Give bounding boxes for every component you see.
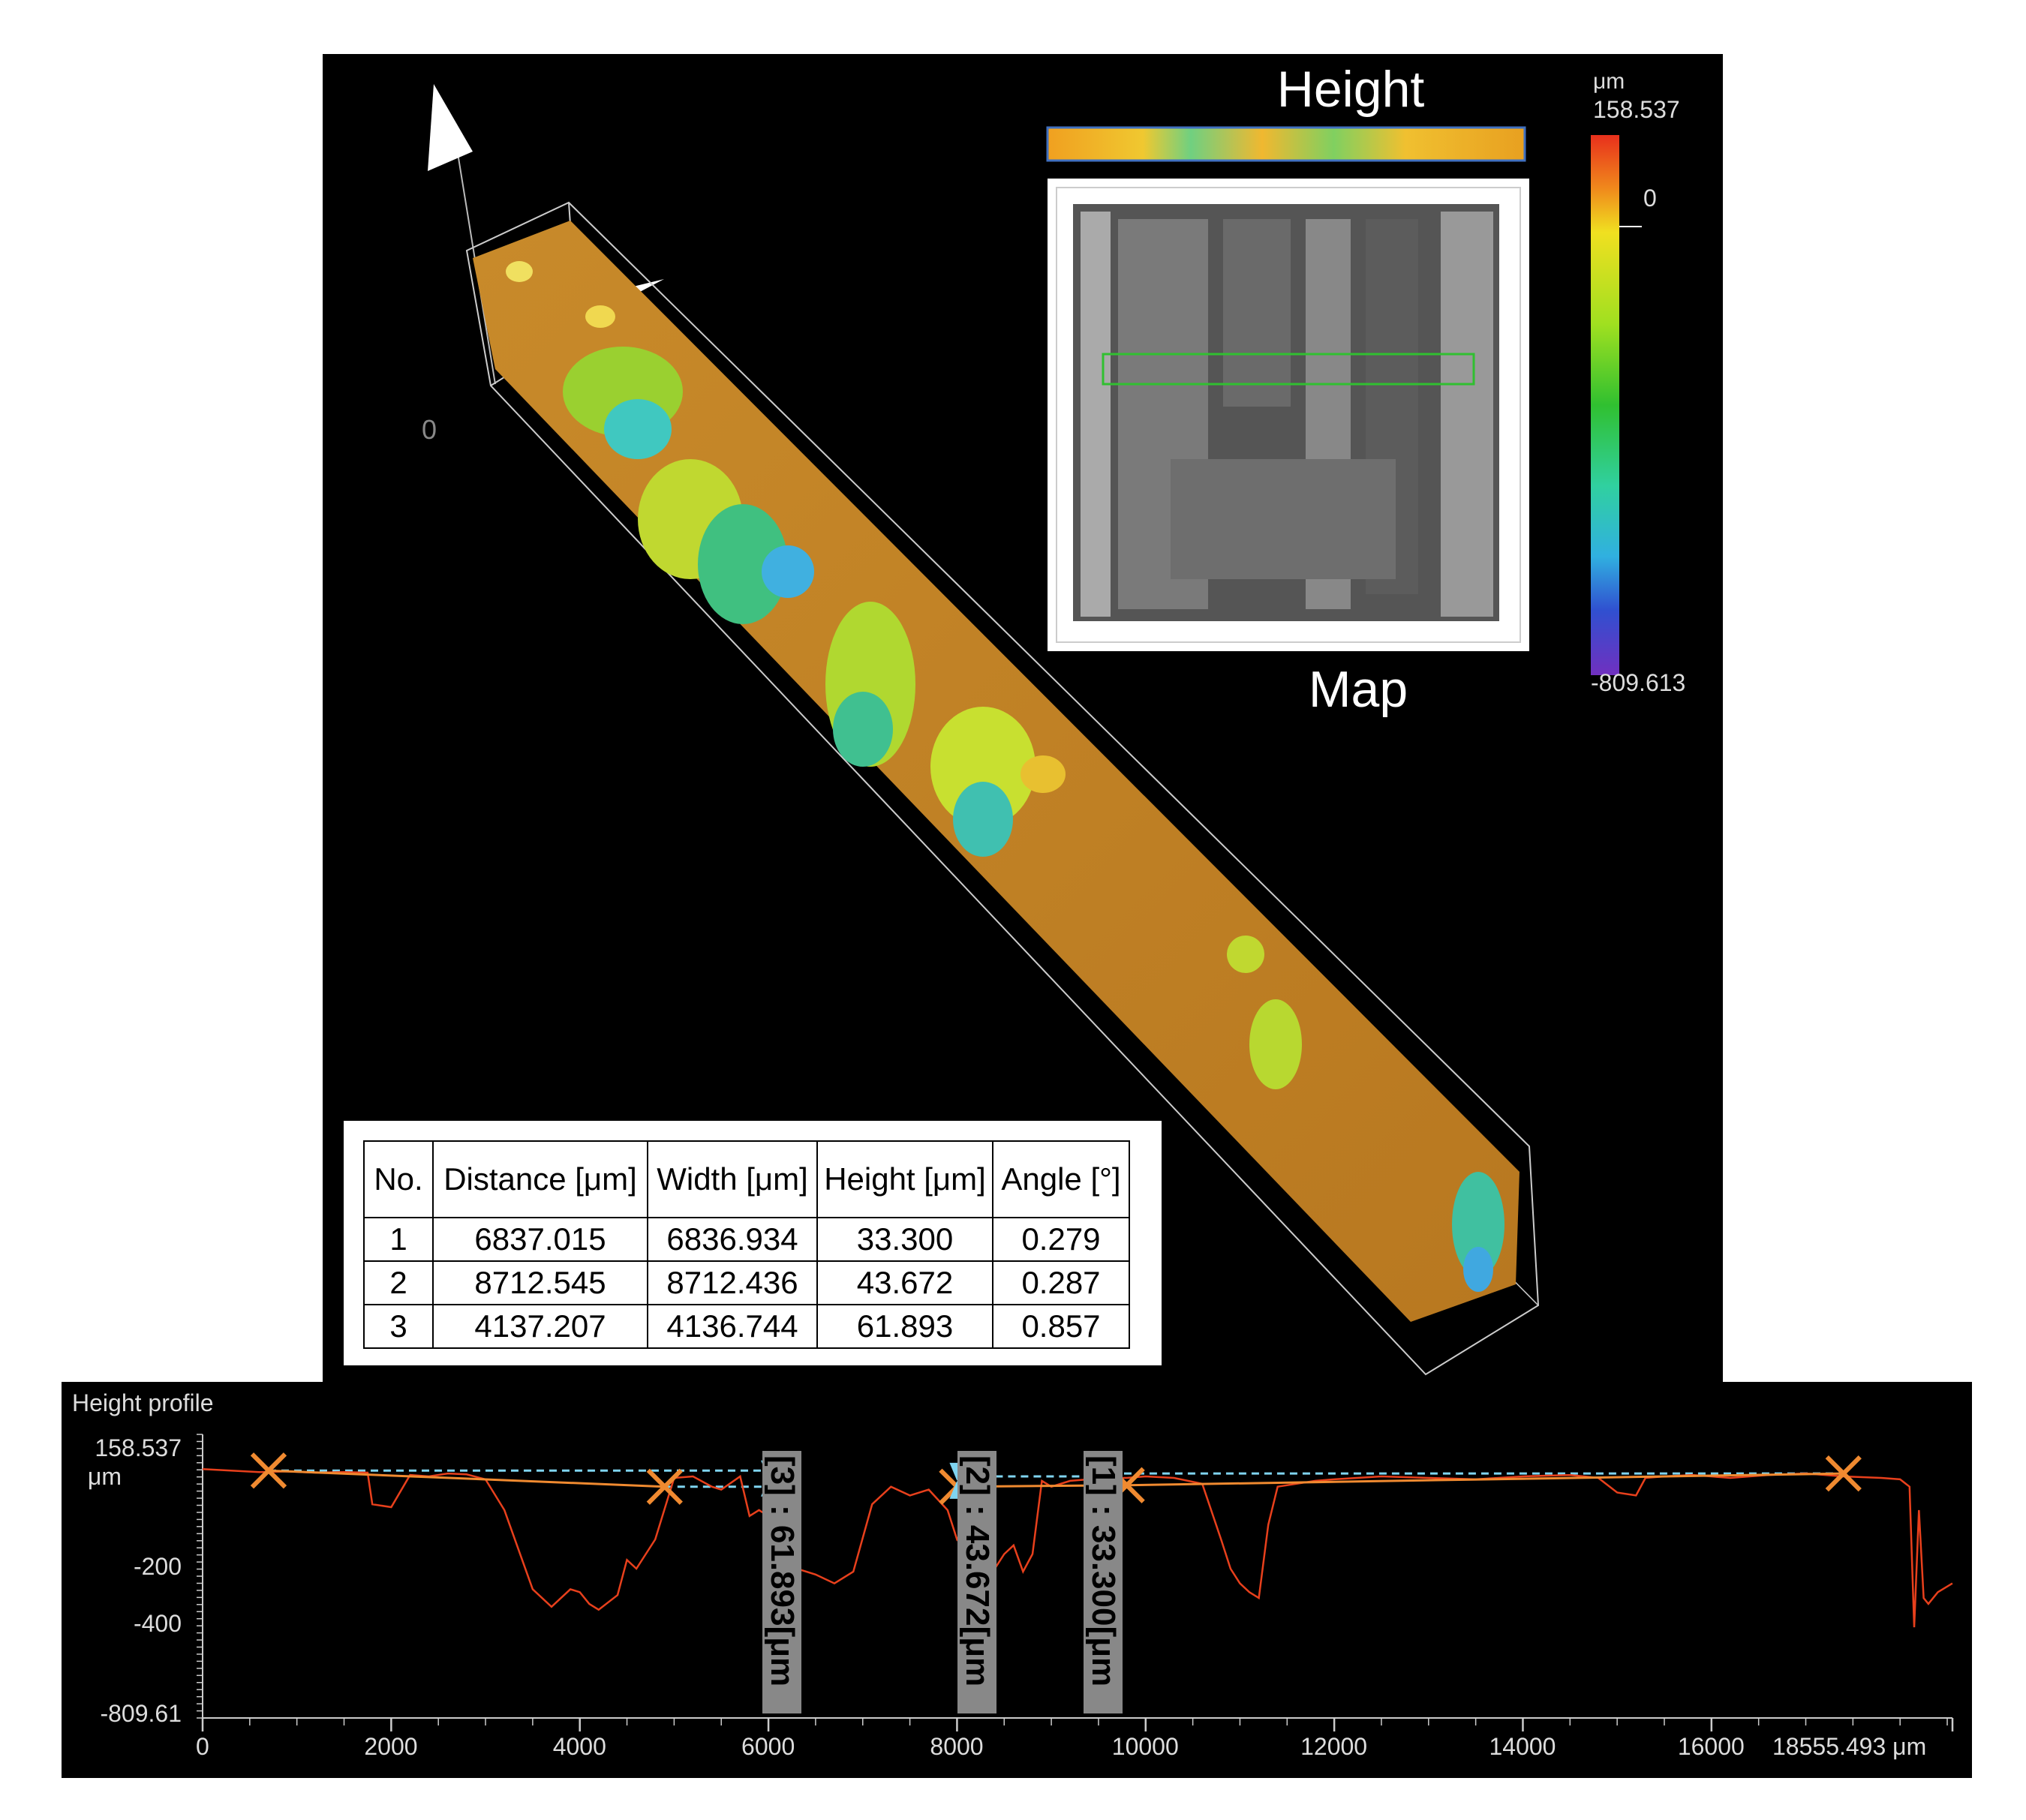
- x-tick-label: 16000: [1677, 1733, 1745, 1760]
- cell-no: 2: [363, 1260, 434, 1305]
- x-tick-label: 2000: [364, 1733, 418, 1760]
- surface-pits: [506, 261, 1504, 1292]
- colorbar-zero: 0: [1643, 185, 1657, 212]
- table-header-row: No. Distance [μm] Width [μm] Height [μm]…: [363, 1140, 1130, 1218]
- x-tick-label: 10000: [1111, 1733, 1179, 1760]
- measure-label-2[interactable]: [2] : 43.672[μm: [957, 1451, 996, 1713]
- profile-line: [202, 1468, 1953, 1628]
- profile-title: Height profile: [72, 1389, 214, 1416]
- cell-width: 6836.934: [647, 1217, 818, 1262]
- y-unit: μm: [87, 1463, 122, 1490]
- column-header-width: Width [μm]: [647, 1140, 818, 1218]
- x-tick-label: 18555.493 μm: [1772, 1733, 1927, 1760]
- table-row[interactable]: 3 4137.207 4136.744 61.893 0.857: [363, 1304, 1130, 1349]
- cell-angle: 0.857: [992, 1304, 1130, 1349]
- measurement-results-panel: No. Distance [μm] Width [μm] Height [μm]…: [344, 1121, 1162, 1365]
- height-panel-title: Height: [1276, 61, 1425, 118]
- x-tick-label: 0: [196, 1733, 209, 1760]
- cell-no: 1: [363, 1217, 434, 1262]
- x-tick-label: 14000: [1489, 1733, 1556, 1760]
- cell-no: 3: [363, 1304, 434, 1349]
- measure-overlay[interactable]: [268, 1469, 1844, 1488]
- x-tick-label: 6000: [741, 1733, 795, 1760]
- colorbar-min: -809.613: [1591, 669, 1686, 696]
- column-header-angle: Angle [°]: [992, 1140, 1130, 1218]
- column-header-no: No.: [363, 1140, 434, 1218]
- cross-marker-icon[interactable]: [1825, 1455, 1862, 1492]
- cell-angle: 0.287: [992, 1260, 1130, 1305]
- y-tick-top: 158.537: [95, 1434, 182, 1461]
- measure-markers[interactable]: [250, 1452, 1862, 1505]
- cell-angle: 0.279: [992, 1217, 1130, 1262]
- measure-label-3[interactable]: [3] : 61.893[μm: [762, 1451, 801, 1713]
- colorbar: [1591, 135, 1619, 675]
- measure-label-1[interactable]: [1] : 33.300[μm: [1084, 1451, 1123, 1713]
- colorbar-max: 158.537: [1593, 96, 1680, 123]
- x-tick-label: 12000: [1300, 1733, 1368, 1760]
- cell-distance: 6837.015: [432, 1217, 648, 1262]
- height-profile-panel[interactable]: Height profile 158.537 μm -200 -400 -809…: [62, 1382, 1972, 1778]
- table-row[interactable]: 2 8712.545 8712.436 43.672 0.287: [363, 1260, 1130, 1305]
- y-tick-m200: -200: [133, 1553, 182, 1580]
- height-strip: [1046, 126, 1526, 162]
- y-tick-bottom: -809.61: [100, 1700, 182, 1727]
- profile-axes: [197, 1434, 1954, 1731]
- table-row[interactable]: 1 6837.015 6836.934 33.300 0.279: [363, 1217, 1130, 1262]
- cell-width: 8712.436: [647, 1260, 818, 1305]
- map-panel-title: Map: [1308, 661, 1408, 718]
- cross-marker-icon[interactable]: [646, 1468, 683, 1505]
- column-header-distance: Distance [μm]: [432, 1140, 648, 1218]
- measure-segment[interactable]: [1126, 1472, 1844, 1487]
- 3d-surface-render[interactable]: [323, 54, 1723, 1382]
- cell-width: 4136.744: [647, 1304, 818, 1349]
- measurement-table: No. Distance [μm] Width [μm] Height [μm]…: [363, 1140, 1130, 1349]
- column-header-height: Height [μm]: [816, 1140, 993, 1218]
- x-tick-label: 4000: [552, 1733, 606, 1760]
- z-axis-arrow-icon: [428, 84, 473, 171]
- colorbar-unit: μm: [1593, 69, 1625, 94]
- y-tick-m400: -400: [133, 1610, 182, 1637]
- cell-height: 61.893: [816, 1304, 993, 1349]
- x-tick-label: 8000: [930, 1733, 984, 1760]
- cell-distance: 4137.207: [432, 1304, 648, 1349]
- cell-height: 43.672: [816, 1260, 993, 1305]
- axis-origin-label: 0: [422, 414, 437, 445]
- cross-marker-icon[interactable]: [250, 1452, 287, 1489]
- height-profile-chart[interactable]: [62, 1382, 1972, 1778]
- cell-height: 33.300: [816, 1217, 993, 1262]
- cell-distance: 8712.545: [432, 1260, 648, 1305]
- map-image[interactable]: [1048, 179, 1529, 651]
- measure-segment[interactable]: [268, 1469, 665, 1488]
- map-selection-rect[interactable]: [1102, 353, 1475, 386]
